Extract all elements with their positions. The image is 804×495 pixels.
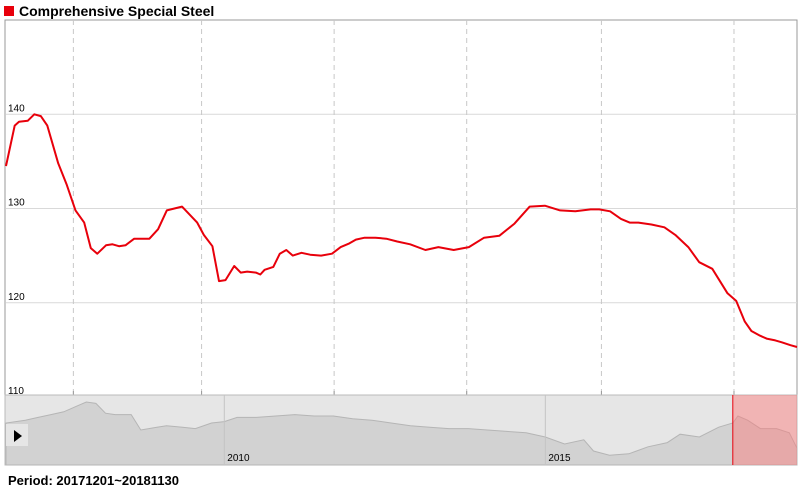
period-value: 20171201~20181130 — [56, 473, 179, 488]
navigator-year-label: 2015 — [548, 453, 571, 464]
legend-swatch[interactable] — [4, 6, 14, 16]
y-tick-label: 120 — [8, 292, 25, 303]
play-button[interactable] — [6, 424, 28, 446]
navigator-year-label: 2010 — [227, 453, 250, 464]
play-icon[interactable] — [14, 430, 22, 442]
period-label: Period: — [8, 473, 53, 488]
chart-header: Comprehensive Special Steel — [4, 2, 214, 20]
period-readout: Period: 20171201~20181130 — [8, 473, 179, 488]
series-line[interactable] — [5, 113, 798, 348]
navigator-area — [5, 401, 798, 466]
y-tick-label: 130 — [8, 198, 25, 209]
y-axis-labels: 110 120 130 140 — [8, 103, 25, 397]
navigator-selection[interactable] — [732, 395, 797, 465]
navigator-selection-window[interactable] — [732, 395, 797, 465]
navigator-labels: 2010 2015 — [223, 395, 571, 465]
y-tick-label: 140 — [8, 103, 25, 114]
series-layer — [5, 113, 798, 348]
navigator-series-area — [5, 401, 798, 466]
chart-title: Comprehensive Special Steel — [19, 3, 215, 19]
y-tick-label: 110 — [8, 386, 24, 397]
